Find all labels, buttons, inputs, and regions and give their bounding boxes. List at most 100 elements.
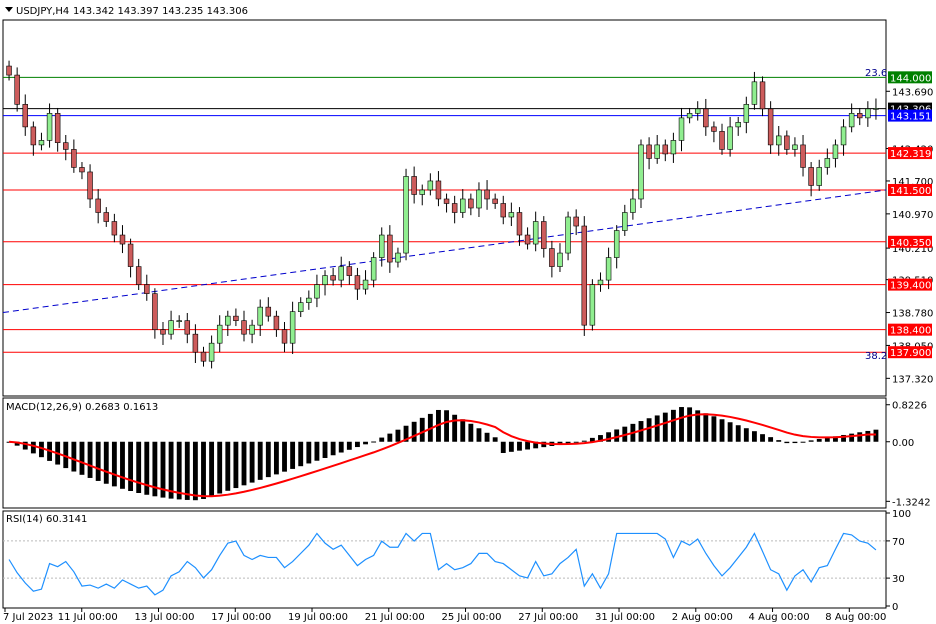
candle-body[interactable] (865, 108, 871, 119)
candle-body[interactable] (541, 221, 547, 249)
candle-body[interactable] (127, 243, 134, 267)
candle-body[interactable] (605, 257, 612, 281)
candle-body[interactable] (857, 113, 863, 119)
candle-body[interactable] (46, 113, 53, 141)
candle-body[interactable] (208, 342, 215, 362)
candle-body[interactable] (14, 74, 20, 105)
candle-body[interactable] (840, 126, 847, 146)
candle-body[interactable] (573, 216, 579, 227)
candle-body[interactable] (160, 329, 166, 335)
candle-body[interactable] (79, 167, 85, 173)
candle-body[interactable] (200, 351, 207, 362)
candle-body[interactable] (297, 302, 304, 312)
candle-body[interactable] (135, 266, 142, 285)
main-panel[interactable] (2, 19, 887, 397)
candle-body[interactable] (403, 176, 409, 254)
candle-body[interactable] (387, 234, 393, 263)
candle-body[interactable] (71, 149, 77, 168)
macd-signal-line[interactable] (8, 413, 876, 498)
candle-body[interactable] (654, 144, 660, 159)
candle-body[interactable] (508, 212, 515, 218)
candle-body[interactable] (379, 234, 385, 258)
candle-body[interactable] (184, 320, 191, 335)
candle-body[interactable] (848, 113, 855, 128)
candle-body[interactable] (330, 275, 336, 281)
candle-body[interactable] (144, 284, 150, 294)
candle-body[interactable] (22, 104, 28, 128)
candle-body[interactable] (30, 126, 37, 146)
candle-body[interactable] (451, 203, 458, 213)
candle-body[interactable] (775, 135, 782, 146)
candle-body[interactable] (314, 284, 320, 299)
candle-body[interactable] (233, 315, 239, 321)
candle-body[interactable] (565, 216, 571, 254)
candle-body[interactable] (549, 248, 555, 267)
candle-body[interactable] (767, 108, 774, 146)
candle-body[interactable] (630, 198, 636, 213)
candle-body[interactable] (792, 144, 798, 150)
candle-body[interactable] (743, 104, 750, 123)
candle-body[interactable] (225, 315, 231, 326)
candle-body[interactable] (800, 144, 806, 168)
candle-body[interactable] (816, 167, 822, 186)
rsi-panel[interactable] (2, 510, 887, 609)
candle-body[interactable] (338, 266, 344, 281)
candle-body[interactable] (557, 252, 563, 267)
candle-body[interactable] (54, 113, 61, 143)
candle-body[interactable] (419, 189, 425, 195)
candle-body[interactable] (711, 126, 717, 132)
macd-panel[interactable] (2, 397, 887, 509)
collapse-triangle-icon[interactable] (5, 7, 13, 12)
candle-body[interactable] (176, 320, 182, 322)
trendline[interactable] (2, 189, 887, 314)
candle-body[interactable] (38, 140, 45, 146)
candle-body[interactable] (735, 122, 741, 128)
candle-body[interactable] (216, 324, 223, 344)
candle-body[interactable] (354, 275, 361, 290)
candle-body[interactable] (686, 113, 693, 119)
candle-body[interactable] (622, 212, 628, 231)
candle-body[interactable] (119, 234, 126, 245)
candle-body[interactable] (289, 311, 296, 344)
candle-body[interactable] (824, 158, 831, 168)
candle-body[interactable] (476, 189, 482, 209)
candle-body[interactable] (532, 221, 539, 245)
candle-body[interactable] (703, 108, 709, 128)
candle-body[interactable] (808, 167, 814, 186)
candle-body[interactable] (468, 198, 474, 209)
candle-body[interactable] (346, 266, 353, 276)
candle-body[interactable] (581, 225, 588, 326)
candle-body[interactable] (484, 189, 490, 200)
candle-body[interactable] (362, 279, 369, 290)
candle-body[interactable] (95, 198, 101, 213)
candle-body[interactable] (241, 320, 247, 335)
candle-body[interactable] (638, 144, 644, 200)
candle-body[interactable] (873, 108, 879, 110)
candle-body[interactable] (589, 284, 596, 326)
candle-body[interactable] (281, 329, 288, 344)
candle-body[interactable] (427, 180, 434, 191)
candle-body[interactable] (6, 65, 12, 76)
candle-body[interactable] (152, 293, 158, 330)
candle-body[interactable] (395, 252, 401, 263)
candle-body[interactable] (678, 117, 685, 141)
candle-body[interactable] (435, 180, 442, 200)
candle-body[interactable] (370, 257, 377, 281)
candle-body[interactable] (613, 230, 620, 258)
candle-body[interactable] (670, 140, 677, 155)
candle-body[interactable] (597, 279, 604, 285)
candle-body[interactable] (662, 144, 669, 155)
candle-body[interactable] (524, 234, 531, 245)
candle-body[interactable] (411, 176, 417, 195)
rsi-line[interactable] (8, 532, 877, 596)
candle-body[interactable] (784, 135, 790, 150)
candle-body[interactable] (249, 324, 255, 335)
candle-body[interactable] (168, 320, 174, 335)
candle-body[interactable] (694, 108, 701, 114)
candle-body[interactable] (460, 198, 466, 213)
candle-body[interactable] (265, 306, 272, 317)
candle-body[interactable] (500, 203, 506, 218)
candle-body[interactable] (443, 198, 450, 204)
candle-body[interactable] (322, 275, 328, 285)
